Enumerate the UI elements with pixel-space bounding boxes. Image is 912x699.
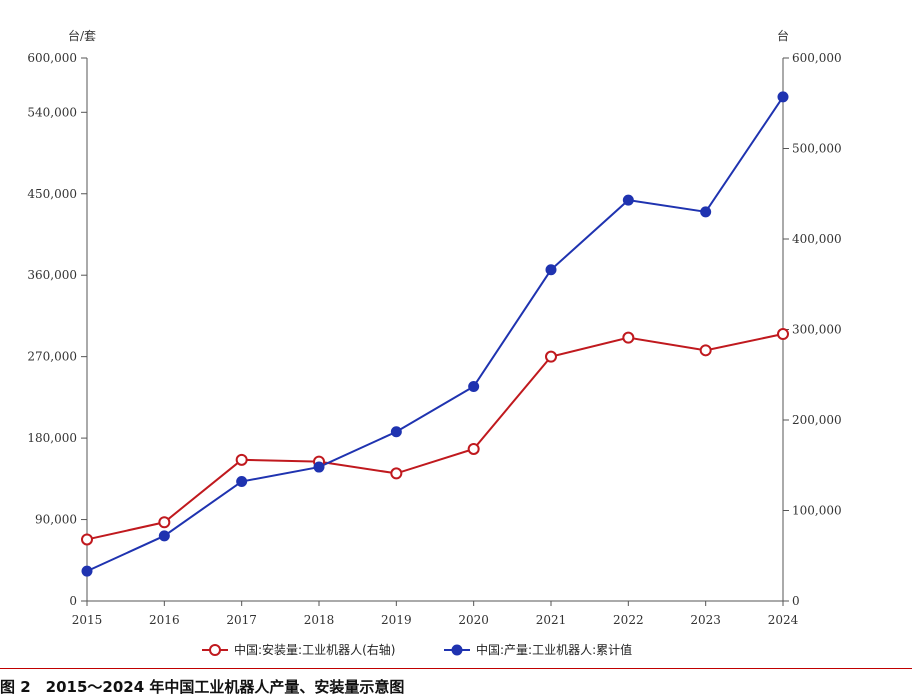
series-1-point [390,426,402,438]
series-1-point [622,194,634,206]
left-tick-label: 90,000 [35,513,77,527]
series-0-point [699,344,712,357]
series-0-point [545,350,557,363]
series-0-point [81,533,93,546]
x-tick-label: 2017 [226,613,257,627]
x-tick-label: 2015 [72,613,103,627]
left-tick-label: 540,000 [27,105,77,119]
right-tick-label: 500,000 [792,142,842,156]
legend-label-0: 中国:安装量:工业机器人(右轴) [234,642,395,657]
series-0-point [467,442,480,455]
caption-divider [0,668,912,669]
right-tick-label: 100,000 [792,504,842,518]
series-0-point [777,328,789,341]
left-tick-label: 600,000 [27,51,77,65]
axes: 0 90,000 180,000 270,000 360,000 450,000 540,0… [27,28,841,627]
right-tick-label: 300,000 [792,323,842,337]
series-0-point [622,331,635,344]
series-0-point [390,467,403,480]
series-markers [81,91,789,577]
left-tick-label: 360,000 [27,268,77,282]
series-1-point [777,91,789,103]
legend-marker-0 [209,644,221,656]
left-tick-label: 180,000 [27,431,77,445]
series-line-0 [86,333,784,541]
series-1-point [81,565,93,577]
x-tick-label: 2018 [304,613,335,627]
x-tick-label: 2024 [768,613,799,627]
x-tick-label: 2021 [536,613,567,627]
x-tick-label: 2022 [613,613,644,627]
x-tick-label: 2020 [458,613,489,627]
right-tick-label: 400,000 [792,232,842,246]
figure-caption: 图 2 2015～2024 年中国工业机器人产量、安装量示意图 [0,678,405,696]
left-axis-unit: 台/套 [68,28,96,43]
series-1-point [700,206,712,218]
left-tick-label: 270,000 [27,350,77,364]
legend: 中国:安装量:工业机器人(右轴) 中国:产量:工业机器人:累计值 [202,642,632,657]
x-tick-label: 2019 [381,613,412,627]
legend-marker-1 [451,644,463,656]
series-1-point [313,461,325,473]
series-0-point [235,453,248,466]
series-lines [86,96,784,573]
left-tick-label: 450,000 [27,187,77,201]
series-1-point [158,530,170,542]
series-1-point [468,381,480,393]
line-chart: 0 90,000 180,000 270,000 360,000 450,000 540,0… [27,28,841,657]
left-tick-label: 0 [69,594,77,608]
right-tick-label: 200,000 [792,413,842,427]
right-tick-label: 0 [792,594,800,608]
legend-label-1: 中国:产量:工业机器人:累计值 [476,642,632,657]
x-tick-label: 2023 [690,613,721,627]
series-0-point [158,516,171,529]
x-tick-label: 2016 [149,613,180,627]
right-tick-label: 600,000 [792,51,842,65]
series-1-point [236,476,248,488]
right-axis-unit: 台 [777,28,789,43]
series-1-point [545,264,557,276]
series-line-1 [86,96,784,573]
